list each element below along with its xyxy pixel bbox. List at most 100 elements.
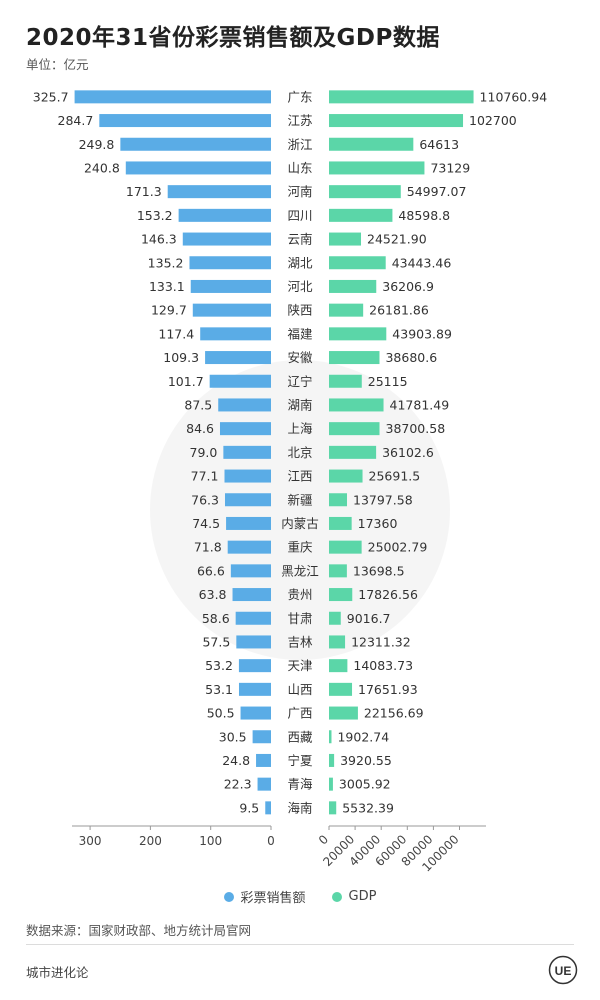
lottery-bar [238, 682, 271, 696]
gdp-value-label: 17360 [358, 516, 398, 531]
lottery-bar [182, 232, 271, 246]
gdp-bar [329, 185, 401, 199]
province-label: 北京 [287, 445, 312, 460]
province-label: 江西 [287, 469, 312, 484]
province-label: 新疆 [287, 492, 312, 507]
footer-divider [26, 944, 574, 945]
lottery-bar [74, 90, 271, 104]
legend-item-gdp: GDP [331, 887, 376, 906]
gdp-bar [329, 493, 348, 507]
lottery-value-label: 22.3 [224, 777, 252, 792]
lottery-bar [209, 374, 271, 388]
lottery-bar [205, 351, 271, 365]
province-label: 海南 [287, 800, 312, 815]
gdp-value-label: 12311.32 [351, 634, 411, 649]
unit-label: 单位：亿元 [26, 57, 89, 72]
legend-swatch-gdp [331, 891, 342, 902]
lottery-bar [236, 635, 271, 649]
gdp-value-label: 43903.89 [392, 326, 452, 341]
lottery-bar [265, 801, 271, 815]
gdp-value-label: 36102.6 [382, 445, 434, 460]
lottery-value-label: 74.5 [192, 516, 220, 531]
gdp-value-label: 13698.5 [353, 563, 405, 578]
province-label: 湖南 [287, 397, 312, 412]
lottery-value-label: 153.2 [137, 208, 173, 223]
gdp-value-label: 24521.90 [367, 232, 427, 247]
gdp-value-label: 48598.8 [398, 208, 450, 223]
lottery-value-label: 30.5 [219, 729, 247, 744]
gdp-value-label: 17651.93 [358, 682, 418, 697]
gdp-bar [329, 730, 332, 744]
lottery-value-label: 135.2 [148, 255, 184, 270]
lottery-value-label: 50.5 [207, 706, 235, 721]
butterfly-bar-chart: 325.7 110760.94 广东 284.7 102700 江苏 249.8 64613 浙… [33, 89, 548, 874]
province-label: 辽宁 [287, 374, 312, 389]
lottery-value-label: 129.7 [151, 303, 187, 318]
lottery-bar [238, 659, 271, 673]
province-label: 浙江 [287, 137, 312, 152]
gdp-axis-tick-label: 0 [316, 832, 331, 847]
lottery-axis-tick-label: 300 [79, 834, 102, 848]
lottery-bar [224, 469, 271, 483]
lottery-value-label: 66.6 [197, 563, 225, 578]
lottery-bar [219, 422, 271, 436]
gdp-bar [329, 90, 474, 104]
chart-title: 2020年31省份彩票销售额及GDP数据 [26, 25, 440, 51]
province-label: 黑龙江 [281, 563, 319, 578]
gdp-value-label: 3920.55 [340, 753, 392, 768]
lottery-bar [224, 493, 271, 507]
gdp-value-label: 73129 [430, 160, 470, 175]
lottery-value-label: 63.8 [199, 587, 227, 602]
lottery-bar [192, 303, 271, 317]
province-label: 福建 [287, 326, 313, 341]
gdp-value-label: 110760.94 [480, 89, 548, 104]
province-label: 甘肃 [287, 611, 312, 626]
province-label: 四川 [287, 208, 312, 223]
lottery-value-label: 77.1 [191, 469, 219, 484]
lottery-bar [226, 516, 271, 530]
lottery-value-label: 117.4 [158, 326, 194, 341]
province-label: 山东 [287, 160, 312, 175]
gdp-value-label: 43443.46 [392, 255, 452, 270]
lottery-value-label: 71.8 [194, 540, 222, 555]
lottery-bar [189, 256, 271, 270]
gdp-value-label: 26181.86 [369, 303, 429, 318]
province-label: 湖北 [287, 255, 313, 270]
lottery-bar [99, 114, 271, 128]
lottery-bar [218, 398, 271, 412]
gdp-bar [329, 445, 377, 459]
lottery-value-label: 240.8 [84, 160, 120, 175]
lottery-bar [227, 540, 271, 554]
lottery-bar [230, 564, 271, 578]
gdp-value-label: 14083.73 [353, 658, 413, 673]
legend-item-lottery: 彩票销售额 [223, 887, 306, 906]
gdp-value-label: 102700 [469, 113, 517, 128]
province-label: 陕西 [287, 303, 312, 318]
province-label: 吉林 [287, 634, 313, 649]
lottery-value-label: 101.7 [168, 374, 204, 389]
province-label: 江苏 [287, 113, 312, 128]
gdp-bar [329, 516, 352, 530]
province-label: 广东 [287, 89, 312, 104]
gdp-value-label: 25002.79 [368, 540, 428, 555]
lottery-bar [235, 611, 271, 625]
gdp-bar [329, 777, 333, 791]
gdp-bar [329, 351, 380, 365]
gdp-bar [329, 374, 362, 388]
legend-label-lottery: 彩票销售额 [240, 891, 306, 906]
lottery-value-label: 133.1 [149, 279, 185, 294]
gdp-value-label: 54997.07 [407, 184, 467, 199]
gdp-value-label: 36206.9 [382, 279, 434, 294]
lottery-bar [257, 777, 271, 791]
lottery-value-label: 53.1 [205, 682, 233, 697]
gdp-value-label: 41781.49 [390, 397, 450, 412]
lottery-value-label: 87.5 [184, 397, 212, 412]
gdp-bar [329, 682, 353, 696]
gdp-bar [329, 611, 341, 625]
gdp-bar [329, 588, 353, 602]
gdp-bar [329, 303, 364, 317]
gdp-value-label: 3005.92 [339, 777, 391, 792]
lottery-axis-tick-label: 0 [267, 834, 275, 848]
lottery-value-label: 249.8 [79, 137, 115, 152]
brand-logo-icon: UE [548, 955, 578, 985]
